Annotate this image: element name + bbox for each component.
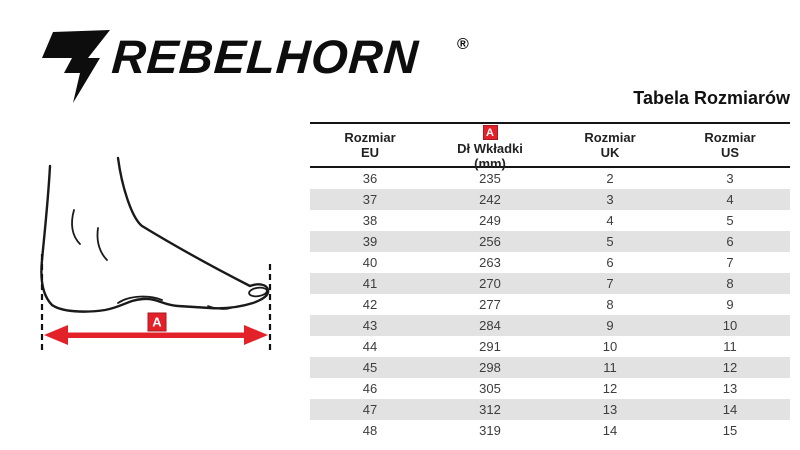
table-cell: 3 xyxy=(606,192,614,207)
table-cell: 13 xyxy=(722,381,738,396)
table-cell: 6 xyxy=(606,255,614,270)
table-row: 37 242 3 4 xyxy=(310,189,790,210)
svg-text:A: A xyxy=(152,315,162,330)
table-cell: 14 xyxy=(722,402,738,417)
table-cell: 10 xyxy=(722,318,738,333)
table-cell: 38 xyxy=(362,213,378,228)
table-row: 42 277 8 9 xyxy=(310,294,790,315)
table-cell: 37 xyxy=(362,192,378,207)
table-cell: 8 xyxy=(606,297,614,312)
foot-measurement-diagram: A xyxy=(10,148,300,371)
table-cell: 242 xyxy=(479,192,501,207)
table-cell: 319 xyxy=(479,423,501,438)
table-cell: 15 xyxy=(722,423,738,438)
table-row: 39 256 5 6 xyxy=(310,231,790,252)
table-cell: 305 xyxy=(479,381,501,396)
column-header-line: (mm) xyxy=(474,156,506,171)
table-cell: 44 xyxy=(362,339,378,354)
registered-trademark-symbol: ® xyxy=(457,36,469,53)
measure-a-badge: A xyxy=(147,312,167,332)
table-cell: 284 xyxy=(479,318,501,333)
table-row: 40 263 6 7 xyxy=(310,252,790,273)
table-cell: 12 xyxy=(602,381,618,396)
table-cell: 7 xyxy=(606,276,614,291)
rebelhorn-r-bolt-icon xyxy=(42,30,110,103)
table-cell: 277 xyxy=(479,297,501,312)
table-cell: 312 xyxy=(479,402,501,417)
table-cell: 9 xyxy=(726,297,734,312)
ankle-crease-line xyxy=(71,209,81,245)
table-cell: 4 xyxy=(606,213,614,228)
table-cell: 48 xyxy=(362,423,378,438)
table-row: 44 291 10 11 xyxy=(310,336,790,357)
table-cell: 3 xyxy=(726,171,734,186)
table-row: 45 298 11 12 xyxy=(310,357,790,378)
table-row: 46 305 12 13 xyxy=(310,378,790,399)
foot-outline xyxy=(40,156,270,313)
table-cell: 47 xyxy=(362,402,378,417)
size-table-body: 36 235 2 3 37 242 3 4 38 249 4 5 39 256 5 6 40 263 6 7 41 270… xyxy=(310,168,790,441)
table-cell: 39 xyxy=(362,234,378,249)
table-cell: 42 xyxy=(362,297,378,312)
table-cell: 5 xyxy=(726,213,734,228)
ankle-crease-line xyxy=(96,227,108,261)
table-row: 47 312 13 14 xyxy=(310,399,790,420)
page-title: Tabela Rozmiarów xyxy=(633,88,790,108)
table-cell: 6 xyxy=(726,234,734,249)
table-cell: 13 xyxy=(602,402,618,417)
brand-wordmark: REBELHORN xyxy=(110,30,421,83)
table-cell: 291 xyxy=(479,339,501,354)
column-header-line: Rozmiar xyxy=(704,130,756,145)
length-arrow xyxy=(44,325,268,345)
column-header-uk: Rozmiar UK xyxy=(550,124,670,166)
table-row: 41 270 7 8 xyxy=(310,273,790,294)
table-row: 36 235 2 3 xyxy=(310,168,790,189)
table-header-row: Rozmiar EU A Dł Wkładki (mm) Rozmiar UK … xyxy=(310,122,790,171)
column-header-line: Dł Wkładki xyxy=(457,141,523,156)
table-cell: 9 xyxy=(606,318,614,333)
column-header-us: Rozmiar US xyxy=(670,124,790,166)
table-cell: 249 xyxy=(479,213,501,228)
table-row: 38 249 4 5 xyxy=(310,210,790,231)
table-cell: 46 xyxy=(362,381,378,396)
table-cell: 14 xyxy=(602,423,618,438)
column-header-eu: Rozmiar EU xyxy=(310,124,430,166)
column-header-line: EU xyxy=(360,145,380,160)
arch-line xyxy=(117,295,163,304)
table-cell: 36 xyxy=(362,171,378,186)
table-cell: 235 xyxy=(479,171,501,186)
table-row: 43 284 9 10 xyxy=(310,315,790,336)
table-cell: 12 xyxy=(722,360,738,375)
table-cell: 298 xyxy=(479,360,501,375)
table-cell: 11 xyxy=(603,360,617,375)
table-cell: 256 xyxy=(479,234,501,249)
table-row: 48 319 14 15 xyxy=(310,420,790,441)
table-cell: 8 xyxy=(726,276,734,291)
table-cell: 45 xyxy=(362,360,378,375)
column-header-line: Rozmiar xyxy=(584,130,636,145)
table-cell: 270 xyxy=(479,276,501,291)
table-cell: 10 xyxy=(602,339,618,354)
table-cell: 263 xyxy=(479,255,501,270)
table-cell: 7 xyxy=(726,255,734,270)
size-table: Rozmiar EU A Dł Wkładki (mm) Rozmiar UK … xyxy=(310,122,790,441)
column-header-line: UK xyxy=(600,145,620,160)
table-cell: 11 xyxy=(723,339,737,354)
table-cell: 2 xyxy=(606,171,614,186)
column-header-insole-length: A Dł Wkładki (mm) xyxy=(430,124,550,171)
table-cell: 41 xyxy=(362,276,378,291)
table-cell: 43 xyxy=(362,318,378,333)
column-header-line: US xyxy=(720,145,740,160)
measure-a-badge: A xyxy=(482,125,498,140)
table-cell: 40 xyxy=(362,255,378,270)
ball-crease-line xyxy=(207,305,232,310)
column-header-line: Rozmiar xyxy=(344,130,396,145)
toe-nail xyxy=(248,286,268,298)
table-cell: 5 xyxy=(606,234,614,249)
table-cell: 4 xyxy=(726,192,734,207)
